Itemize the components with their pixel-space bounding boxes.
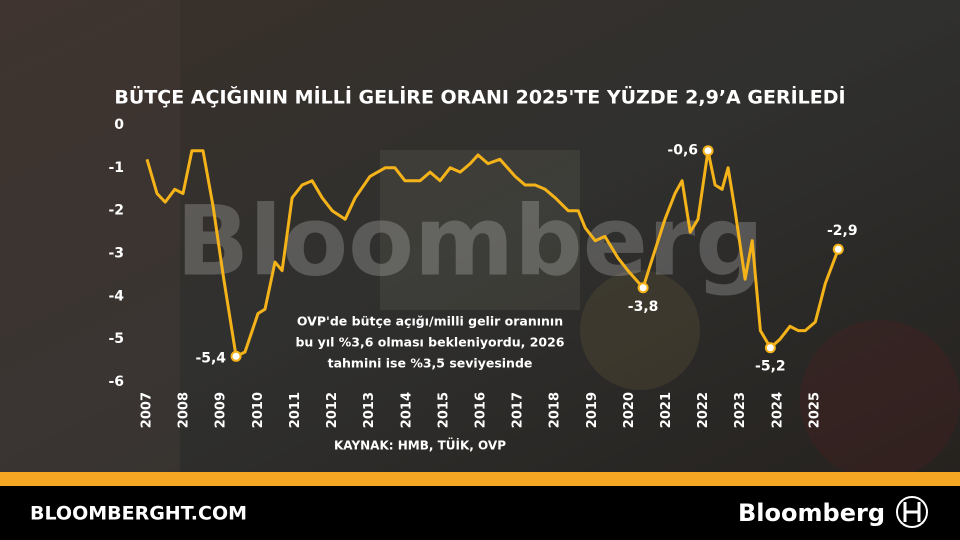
source: KAYNAK: HMB, TÜİK, OVP — [334, 438, 506, 453]
y-tick-label: -1 — [108, 160, 124, 176]
x-tick-label: 2014 — [399, 392, 414, 428]
background-note — [380, 150, 580, 310]
background-coin — [580, 270, 700, 390]
data-label: -0,6 — [667, 143, 698, 159]
x-tick-label: 2015 — [436, 392, 451, 428]
y-tick-label: -6 — [108, 374, 124, 390]
data-label: -3,8 — [628, 299, 659, 315]
y-tick-label: 0 — [114, 117, 124, 133]
data-point — [230, 350, 242, 362]
x-tick-label: 2018 — [548, 392, 563, 428]
annotation: tahmini ise %3,5 seviyesinde — [328, 356, 533, 371]
x-tick-label: 2021 — [659, 392, 674, 428]
data-label: -5,2 — [755, 359, 786, 375]
annotation: OVP'de bütçe açığı/milli gelir oranının — [297, 314, 563, 329]
footer-site: BLOOMBERGHT.COM — [30, 503, 247, 525]
x-tick-label: 2024 — [770, 392, 785, 428]
data-point — [702, 145, 714, 157]
x-tick-label: 2009 — [214, 392, 229, 428]
brand-logo — [903, 502, 921, 522]
x-tick-label: 2011 — [288, 392, 303, 428]
x-tick-label: 2008 — [177, 392, 192, 428]
x-tick-label: 2013 — [362, 392, 377, 428]
background-note — [0, 0, 180, 472]
y-tick-label: -3 — [108, 246, 124, 262]
background — [0, 0, 960, 472]
annotation: bu yıl %3,6 olması bekleniyordu, 2026 — [295, 335, 564, 350]
data-point — [764, 342, 776, 354]
x-tick-label: 2023 — [733, 392, 748, 428]
data-point — [637, 282, 649, 294]
data-label: -2,9 — [827, 223, 858, 239]
data-line — [145, 149, 840, 358]
data-point — [832, 243, 844, 255]
x-tick-label: 2012 — [325, 392, 340, 428]
y-tick-label: -5 — [108, 331, 124, 347]
chart-title: BÜTÇE AÇIĞININ MİLLİ GELİRE ORANI 2025'T… — [114, 85, 845, 109]
x-tick-label: 2022 — [696, 392, 711, 428]
watermark: Bloomberg — [176, 185, 764, 297]
background-shade — [0, 0, 960, 472]
footer-stripe — [0, 472, 960, 486]
data-label: -5,4 — [195, 350, 226, 366]
footer-brand: Bloomberg — [738, 499, 885, 527]
footer — [0, 486, 960, 540]
x-tick-label: 2019 — [585, 392, 600, 428]
brand-logo — [896, 496, 928, 528]
x-tick-label: 2010 — [251, 392, 266, 428]
x-tick-label: 2016 — [473, 392, 488, 428]
background-note — [800, 320, 960, 480]
x-tick-label: 2017 — [511, 392, 526, 428]
x-tick-label: 2007 — [140, 392, 155, 428]
x-tick-label: 2025 — [807, 392, 822, 428]
x-tick-label: 2020 — [622, 392, 637, 428]
y-tick-label: -2 — [108, 203, 124, 219]
y-tick-label: -4 — [108, 288, 124, 304]
